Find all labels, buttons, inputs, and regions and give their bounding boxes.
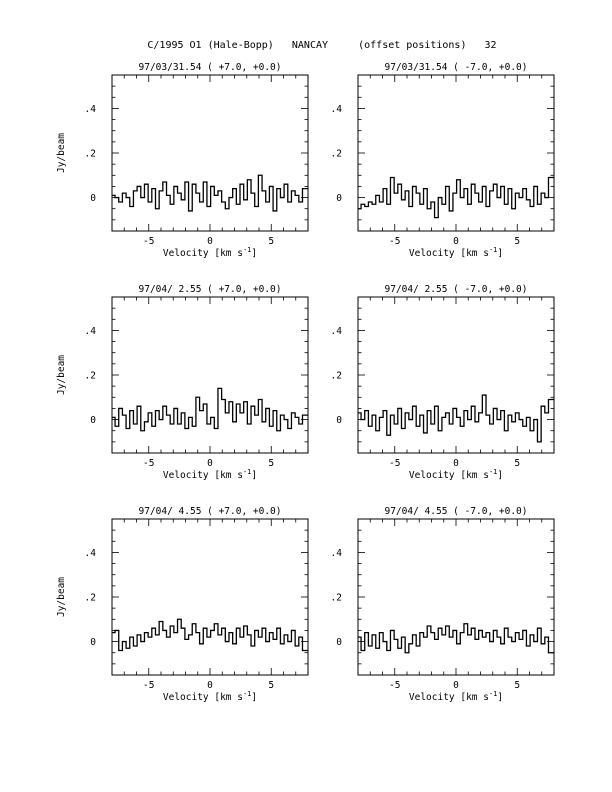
chart-panel-2: 97/03/31.54 ( -7.0, +0.0) -5 0 5 0 .2 .4 Veloci… bbox=[331, 62, 555, 259]
y-tick-label: .2 bbox=[331, 149, 342, 160]
x-tick-label: -5 bbox=[143, 458, 154, 469]
x-axis-label-superscript: -1 bbox=[243, 246, 251, 254]
x-tick-label: -5 bbox=[143, 236, 154, 247]
chart-title: 97/04/ 2.55 ( -7.0, +0.0) bbox=[385, 284, 528, 295]
plot-frame bbox=[357, 518, 555, 676]
x-tick-label: 5 bbox=[514, 458, 520, 469]
y-tick-label: .4 bbox=[85, 548, 97, 559]
y-axis-label: Jy/beam bbox=[56, 355, 67, 395]
chart-title: 97/03/31.54 ( -7.0, +0.0) bbox=[385, 62, 528, 73]
y-tick-label: .4 bbox=[331, 326, 343, 337]
spectrum-line bbox=[112, 387, 308, 432]
x-axis-label-superscript: -1 bbox=[489, 690, 497, 698]
y-tick-label: 0 bbox=[336, 637, 342, 648]
spectrum-line bbox=[112, 174, 308, 212]
x-axis-label-close: ] bbox=[251, 248, 257, 259]
y-tick-label: .2 bbox=[85, 593, 96, 604]
x-axis-label-superscript: -1 bbox=[489, 246, 497, 254]
y-tick-label: .2 bbox=[331, 593, 342, 604]
y-tick-label: .4 bbox=[85, 326, 97, 337]
spectrum-line bbox=[112, 618, 308, 652]
x-tick-label: 0 bbox=[453, 458, 459, 469]
y-tick-label: 0 bbox=[90, 415, 96, 426]
x-axis-label-close: ] bbox=[497, 692, 503, 703]
y-tick-label: .2 bbox=[85, 371, 96, 382]
y-tick-label: .2 bbox=[331, 371, 342, 382]
y-tick-label: 0 bbox=[90, 193, 96, 204]
x-tick-label: -5 bbox=[389, 680, 400, 691]
x-tick-label: 5 bbox=[514, 680, 520, 691]
y-axis-label: Jy/beam bbox=[56, 133, 67, 173]
x-axis-label: Velocity [km s-1] bbox=[163, 468, 257, 481]
y-tick-label: .4 bbox=[85, 104, 97, 115]
spectrum-line bbox=[358, 394, 554, 443]
page-title: C/1995 O1 (Hale-Bopp) NANCAY (offset pos… bbox=[147, 40, 496, 51]
x-tick-label: 0 bbox=[453, 680, 459, 691]
x-tick-label: 0 bbox=[207, 458, 213, 469]
x-tick-label: -5 bbox=[143, 680, 154, 691]
x-tick-label: 5 bbox=[514, 236, 520, 247]
panels: 97/03/31.54 ( +7.0, +0.0) -5 0 5 0 .2 .4 Veloci… bbox=[56, 62, 555, 703]
spectrum-line bbox=[358, 176, 554, 219]
x-axis-label-text: Velocity [km s bbox=[163, 470, 243, 481]
x-axis-label-text: Velocity [km s bbox=[163, 248, 243, 259]
y-tick-label: 0 bbox=[90, 637, 96, 648]
y-tick-label: 0 bbox=[336, 415, 342, 426]
plot-frame bbox=[111, 518, 309, 676]
chart-title: 97/04/ 2.55 ( +7.0, +0.0) bbox=[139, 284, 282, 295]
x-axis-label-superscript: -1 bbox=[243, 690, 251, 698]
spectrum-line bbox=[358, 623, 554, 654]
x-tick-label: 0 bbox=[453, 236, 459, 247]
x-axis-label-text: Velocity [km s bbox=[409, 470, 489, 481]
x-axis-label-text: Velocity [km s bbox=[163, 692, 243, 703]
x-axis-label: Velocity [km s-1] bbox=[409, 246, 503, 259]
chart-panel-3: 97/04/ 2.55 ( +7.0, +0.0) -5 0 5 0 .2 .4 Veloci… bbox=[56, 284, 309, 481]
x-tick-label: -5 bbox=[389, 236, 400, 247]
chart-panel-6: 97/04/ 4.55 ( -7.0, +0.0) -5 0 5 0 .2 .4 Veloci… bbox=[331, 506, 555, 703]
y-tick-label: .2 bbox=[85, 149, 96, 160]
x-axis-label-text: Velocity [km s bbox=[409, 248, 489, 259]
y-axis-label: Jy/beam bbox=[56, 577, 67, 617]
x-axis-label-close: ] bbox=[497, 248, 503, 259]
x-axis-label: Velocity [km s-1] bbox=[409, 690, 503, 703]
chart-panel-4: 97/04/ 2.55 ( -7.0, +0.0) -5 0 5 0 .2 .4 Veloci… bbox=[331, 284, 555, 481]
y-tick-label: 0 bbox=[336, 193, 342, 204]
x-axis-label-close: ] bbox=[251, 692, 257, 703]
x-axis-label-close: ] bbox=[497, 470, 503, 481]
chart-title: 97/03/31.54 ( +7.0, +0.0) bbox=[139, 62, 282, 73]
chart-panel-5: 97/04/ 4.55 ( +7.0, +0.0) -5 0 5 0 .2 .4 Veloci… bbox=[56, 506, 309, 703]
x-axis-label-close: ] bbox=[251, 470, 257, 481]
x-tick-label: 5 bbox=[268, 236, 274, 247]
x-tick-label: 5 bbox=[268, 680, 274, 691]
y-tick-label: .4 bbox=[331, 104, 343, 115]
x-tick-label: 5 bbox=[268, 458, 274, 469]
x-axis-label-superscript: -1 bbox=[243, 468, 251, 476]
y-tick-label: .4 bbox=[331, 548, 343, 559]
chart-title: 97/04/ 4.55 ( +7.0, +0.0) bbox=[139, 506, 282, 517]
x-axis-label: Velocity [km s-1] bbox=[163, 246, 257, 259]
x-tick-label: -5 bbox=[389, 458, 400, 469]
x-axis-label: Velocity [km s-1] bbox=[163, 690, 257, 703]
x-axis-label-superscript: -1 bbox=[489, 468, 497, 476]
chart-panel-1: 97/03/31.54 ( +7.0, +0.0) -5 0 5 0 .2 .4 Veloci… bbox=[56, 62, 309, 259]
plot-frame bbox=[357, 74, 555, 232]
x-tick-label: 0 bbox=[207, 680, 213, 691]
plot-frame bbox=[111, 74, 309, 232]
chart-title: 97/04/ 4.55 ( -7.0, +0.0) bbox=[385, 506, 528, 517]
x-axis-label-text: Velocity [km s bbox=[409, 692, 489, 703]
x-tick-label: 0 bbox=[207, 236, 213, 247]
x-axis-label: Velocity [km s-1] bbox=[409, 468, 503, 481]
